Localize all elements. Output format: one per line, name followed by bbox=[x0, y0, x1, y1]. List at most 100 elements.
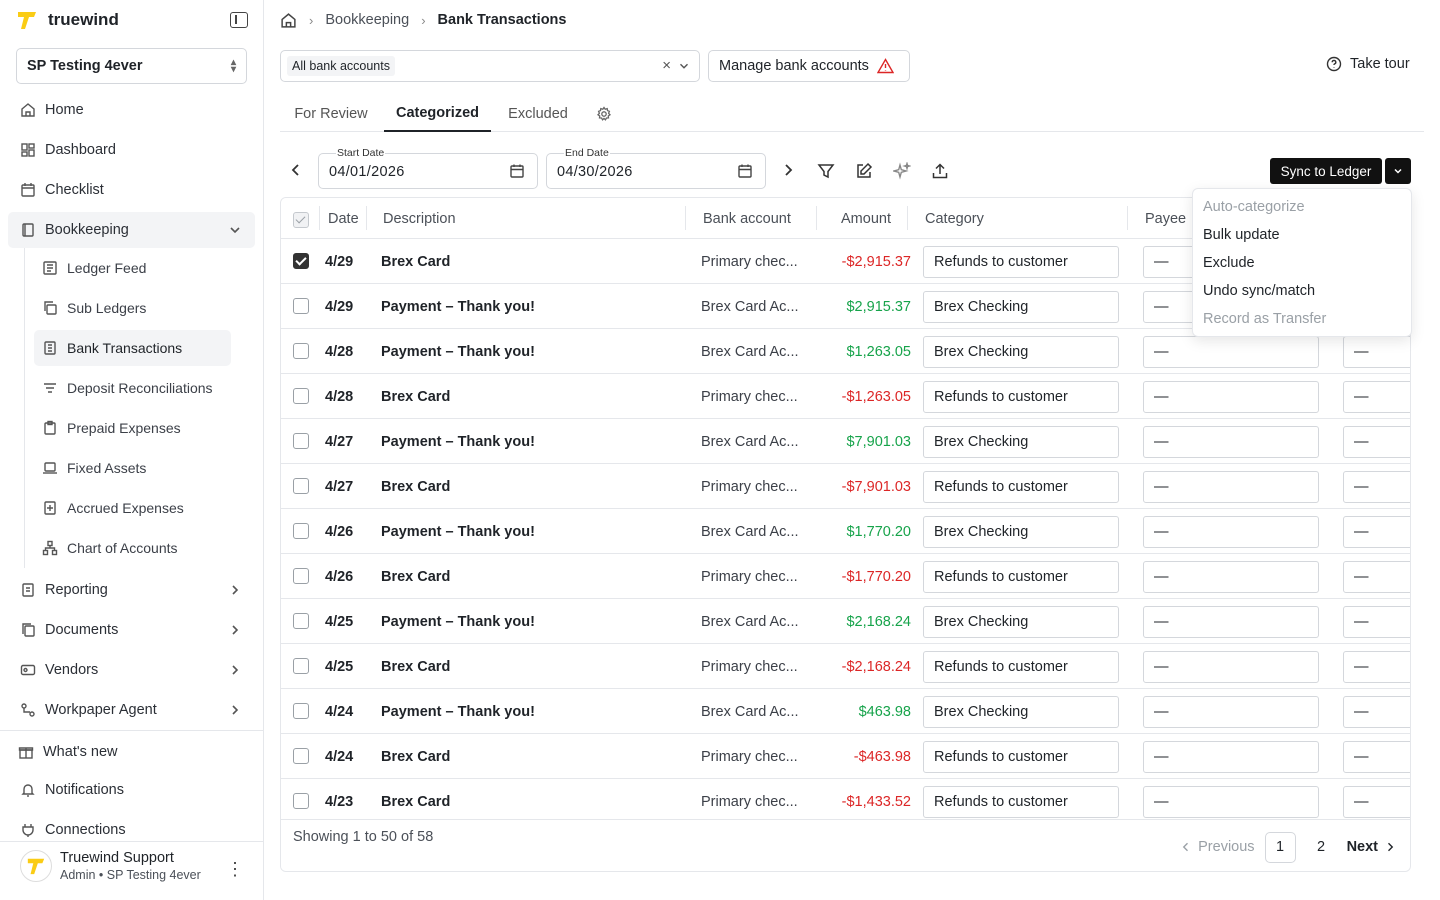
extra-field-select[interactable]: — bbox=[1343, 516, 1410, 548]
payee-select[interactable]: — bbox=[1143, 606, 1319, 638]
row-checkbox[interactable] bbox=[293, 523, 309, 539]
category-select[interactable]: Brex Checking bbox=[923, 426, 1119, 458]
row-checkbox[interactable] bbox=[293, 748, 309, 764]
category-select[interactable]: Refunds to customer bbox=[923, 381, 1119, 413]
extra-field-select[interactable]: — bbox=[1343, 651, 1410, 683]
category-select[interactable]: Refunds to customer bbox=[923, 741, 1119, 773]
payee-select[interactable]: — bbox=[1143, 786, 1319, 818]
sidebar-item-notifications[interactable]: Notifications bbox=[8, 772, 255, 808]
edit-icon[interactable] bbox=[855, 162, 873, 180]
select-all-checkbox[interactable] bbox=[293, 212, 309, 228]
app-logo[interactable]: truewind bbox=[16, 8, 119, 32]
filter-icon[interactable] bbox=[817, 162, 835, 180]
sidebar-item-dashboard[interactable]: Dashboard bbox=[8, 132, 255, 168]
sidebar-subitem-accrued-expenses[interactable]: Accrued Expenses bbox=[34, 490, 231, 526]
next-page-button[interactable]: Next bbox=[1347, 839, 1396, 855]
extra-field-select[interactable]: — bbox=[1343, 336, 1410, 368]
sidebar-subitem-deposit-reconciliations[interactable]: Deposit Reconciliations bbox=[34, 370, 231, 406]
chevron-right-icon[interactable] bbox=[778, 160, 798, 180]
table-row[interactable]: 4/26 Payment – Thank you! Brex Card Ac... $… bbox=[281, 509, 1410, 554]
column-header-amount[interactable]: Amount bbox=[841, 210, 891, 227]
row-checkbox[interactable] bbox=[293, 388, 309, 404]
extra-field-select[interactable]: — bbox=[1343, 696, 1410, 728]
category-select[interactable]: Refunds to customer bbox=[923, 786, 1119, 818]
user-profile[interactable]: Truewind Support Admin • SP Testing 4eve… bbox=[20, 850, 201, 882]
column-header-date[interactable]: Date bbox=[328, 210, 359, 227]
payee-select[interactable]: — bbox=[1143, 336, 1319, 368]
payee-select[interactable]: — bbox=[1143, 561, 1319, 593]
extra-field-select[interactable]: — bbox=[1343, 471, 1410, 503]
sync-to-ledger-button[interactable]: Sync to Ledger bbox=[1270, 158, 1382, 184]
payee-select[interactable]: — bbox=[1143, 381, 1319, 413]
extra-field-select[interactable]: — bbox=[1343, 381, 1410, 413]
sync-options-dropdown-button[interactable] bbox=[1385, 158, 1411, 184]
sparkles-icon[interactable] bbox=[893, 162, 911, 180]
start-date-field[interactable]: Start Date 04/01/2026 bbox=[318, 147, 538, 189]
upload-icon[interactable] bbox=[931, 162, 949, 180]
sidebar-toggle-icon[interactable] bbox=[230, 12, 248, 28]
tab-excluded[interactable]: Excluded bbox=[493, 96, 583, 132]
sidebar-subitem-chart-of-accounts[interactable]: Chart of Accounts bbox=[34, 530, 231, 566]
row-checkbox[interactable] bbox=[293, 793, 309, 809]
table-row[interactable]: 4/25 Brex Card Primary chec... -$2,168.24 Re… bbox=[281, 644, 1410, 689]
tab-for-review[interactable]: For Review bbox=[280, 96, 382, 132]
category-select[interactable]: Refunds to customer bbox=[923, 561, 1119, 593]
home-icon[interactable] bbox=[280, 12, 297, 29]
payee-select[interactable]: — bbox=[1143, 426, 1319, 458]
sidebar-item-vendors[interactable]: Vendors bbox=[8, 652, 255, 688]
menu-item-bulk-update[interactable]: Bulk update bbox=[1203, 227, 1280, 243]
page-2-button[interactable]: 2 bbox=[1317, 839, 1326, 855]
bank-account-filter[interactable]: All bank accounts × bbox=[280, 50, 700, 82]
category-select[interactable]: Brex Checking bbox=[923, 291, 1119, 323]
extra-field-select[interactable]: — bbox=[1343, 561, 1410, 593]
row-checkbox[interactable] bbox=[293, 253, 309, 269]
column-header-bank-account[interactable]: Bank account bbox=[703, 210, 791, 227]
payee-select[interactable]: — bbox=[1143, 741, 1319, 773]
row-checkbox[interactable] bbox=[293, 433, 309, 449]
page-1-button[interactable]: 1 bbox=[1264, 831, 1296, 863]
table-row[interactable]: 4/28 Brex Card Primary chec... -$1,263.05 Re… bbox=[281, 374, 1410, 419]
row-checkbox[interactable] bbox=[293, 613, 309, 629]
sidebar-item-bookkeeping[interactable]: Bookkeeping bbox=[8, 212, 255, 248]
row-checkbox[interactable] bbox=[293, 658, 309, 674]
extra-field-select[interactable]: — bbox=[1343, 741, 1410, 773]
more-vertical-icon[interactable]: ⋮ bbox=[226, 859, 244, 879]
sidebar-item-home[interactable]: Home bbox=[8, 92, 255, 128]
previous-page-button[interactable]: Previous bbox=[1180, 839, 1255, 855]
row-checkbox[interactable] bbox=[293, 478, 309, 494]
menu-item-undo-sync-match[interactable]: Undo sync/match bbox=[1203, 283, 1316, 299]
table-row[interactable]: 4/27 Payment – Thank you! Brex Card Ac... $… bbox=[281, 419, 1410, 464]
row-checkbox[interactable] bbox=[293, 343, 309, 359]
table-row[interactable]: 4/24 Brex Card Primary chec... -$463.98 Refu… bbox=[281, 734, 1410, 779]
extra-field-select[interactable]: — bbox=[1343, 426, 1410, 458]
payee-select[interactable]: — bbox=[1143, 651, 1319, 683]
org-selector[interactable]: SP Testing 4ever ▴ ▾ bbox=[16, 48, 247, 84]
extra-field-select[interactable]: — bbox=[1343, 786, 1410, 818]
chevron-down-icon[interactable] bbox=[677, 59, 691, 73]
calendar-icon[interactable] bbox=[737, 163, 753, 179]
sidebar-item-checklist[interactable]: Checklist bbox=[8, 172, 255, 208]
take-tour-button[interactable]: Take tour bbox=[1326, 56, 1410, 72]
table-row[interactable]: 4/26 Brex Card Primary chec... -$1,770.20 Re… bbox=[281, 554, 1410, 599]
table-row[interactable]: 4/27 Brex Card Primary chec... -$7,901.03 Re… bbox=[281, 464, 1410, 509]
breadcrumb-parent[interactable]: Bookkeeping bbox=[325, 12, 410, 28]
category-select[interactable]: Brex Checking bbox=[923, 336, 1119, 368]
extra-field-select[interactable]: — bbox=[1343, 606, 1410, 638]
sidebar-item-reporting[interactable]: Reporting bbox=[8, 572, 255, 608]
column-header-payee[interactable]: Payee bbox=[1145, 210, 1187, 227]
sidebar-item-workpaper-agent[interactable]: Workpaper Agent bbox=[8, 692, 255, 728]
calendar-icon[interactable] bbox=[509, 163, 525, 179]
clear-icon[interactable]: × bbox=[662, 57, 671, 74]
row-checkbox[interactable] bbox=[293, 568, 309, 584]
end-date-field[interactable]: End Date 04/30/2026 bbox=[546, 147, 766, 189]
sidebar-subitem-ledger-feed[interactable]: Ledger Feed bbox=[34, 250, 231, 286]
category-select[interactable]: Refunds to customer bbox=[923, 246, 1119, 278]
payee-select[interactable]: — bbox=[1143, 516, 1319, 548]
category-select[interactable]: Refunds to customer bbox=[923, 471, 1119, 503]
gear-icon[interactable] bbox=[596, 106, 612, 122]
sidebar-subitem-fixed-assets[interactable]: Fixed Assets bbox=[34, 450, 231, 486]
category-select[interactable]: Brex Checking bbox=[923, 606, 1119, 638]
sidebar-subitem-sub-ledgers[interactable]: Sub Ledgers bbox=[34, 290, 231, 326]
sidebar-item-connections[interactable]: Connections bbox=[8, 812, 255, 848]
manage-bank-accounts-button[interactable]: Manage bank accounts bbox=[708, 50, 910, 82]
